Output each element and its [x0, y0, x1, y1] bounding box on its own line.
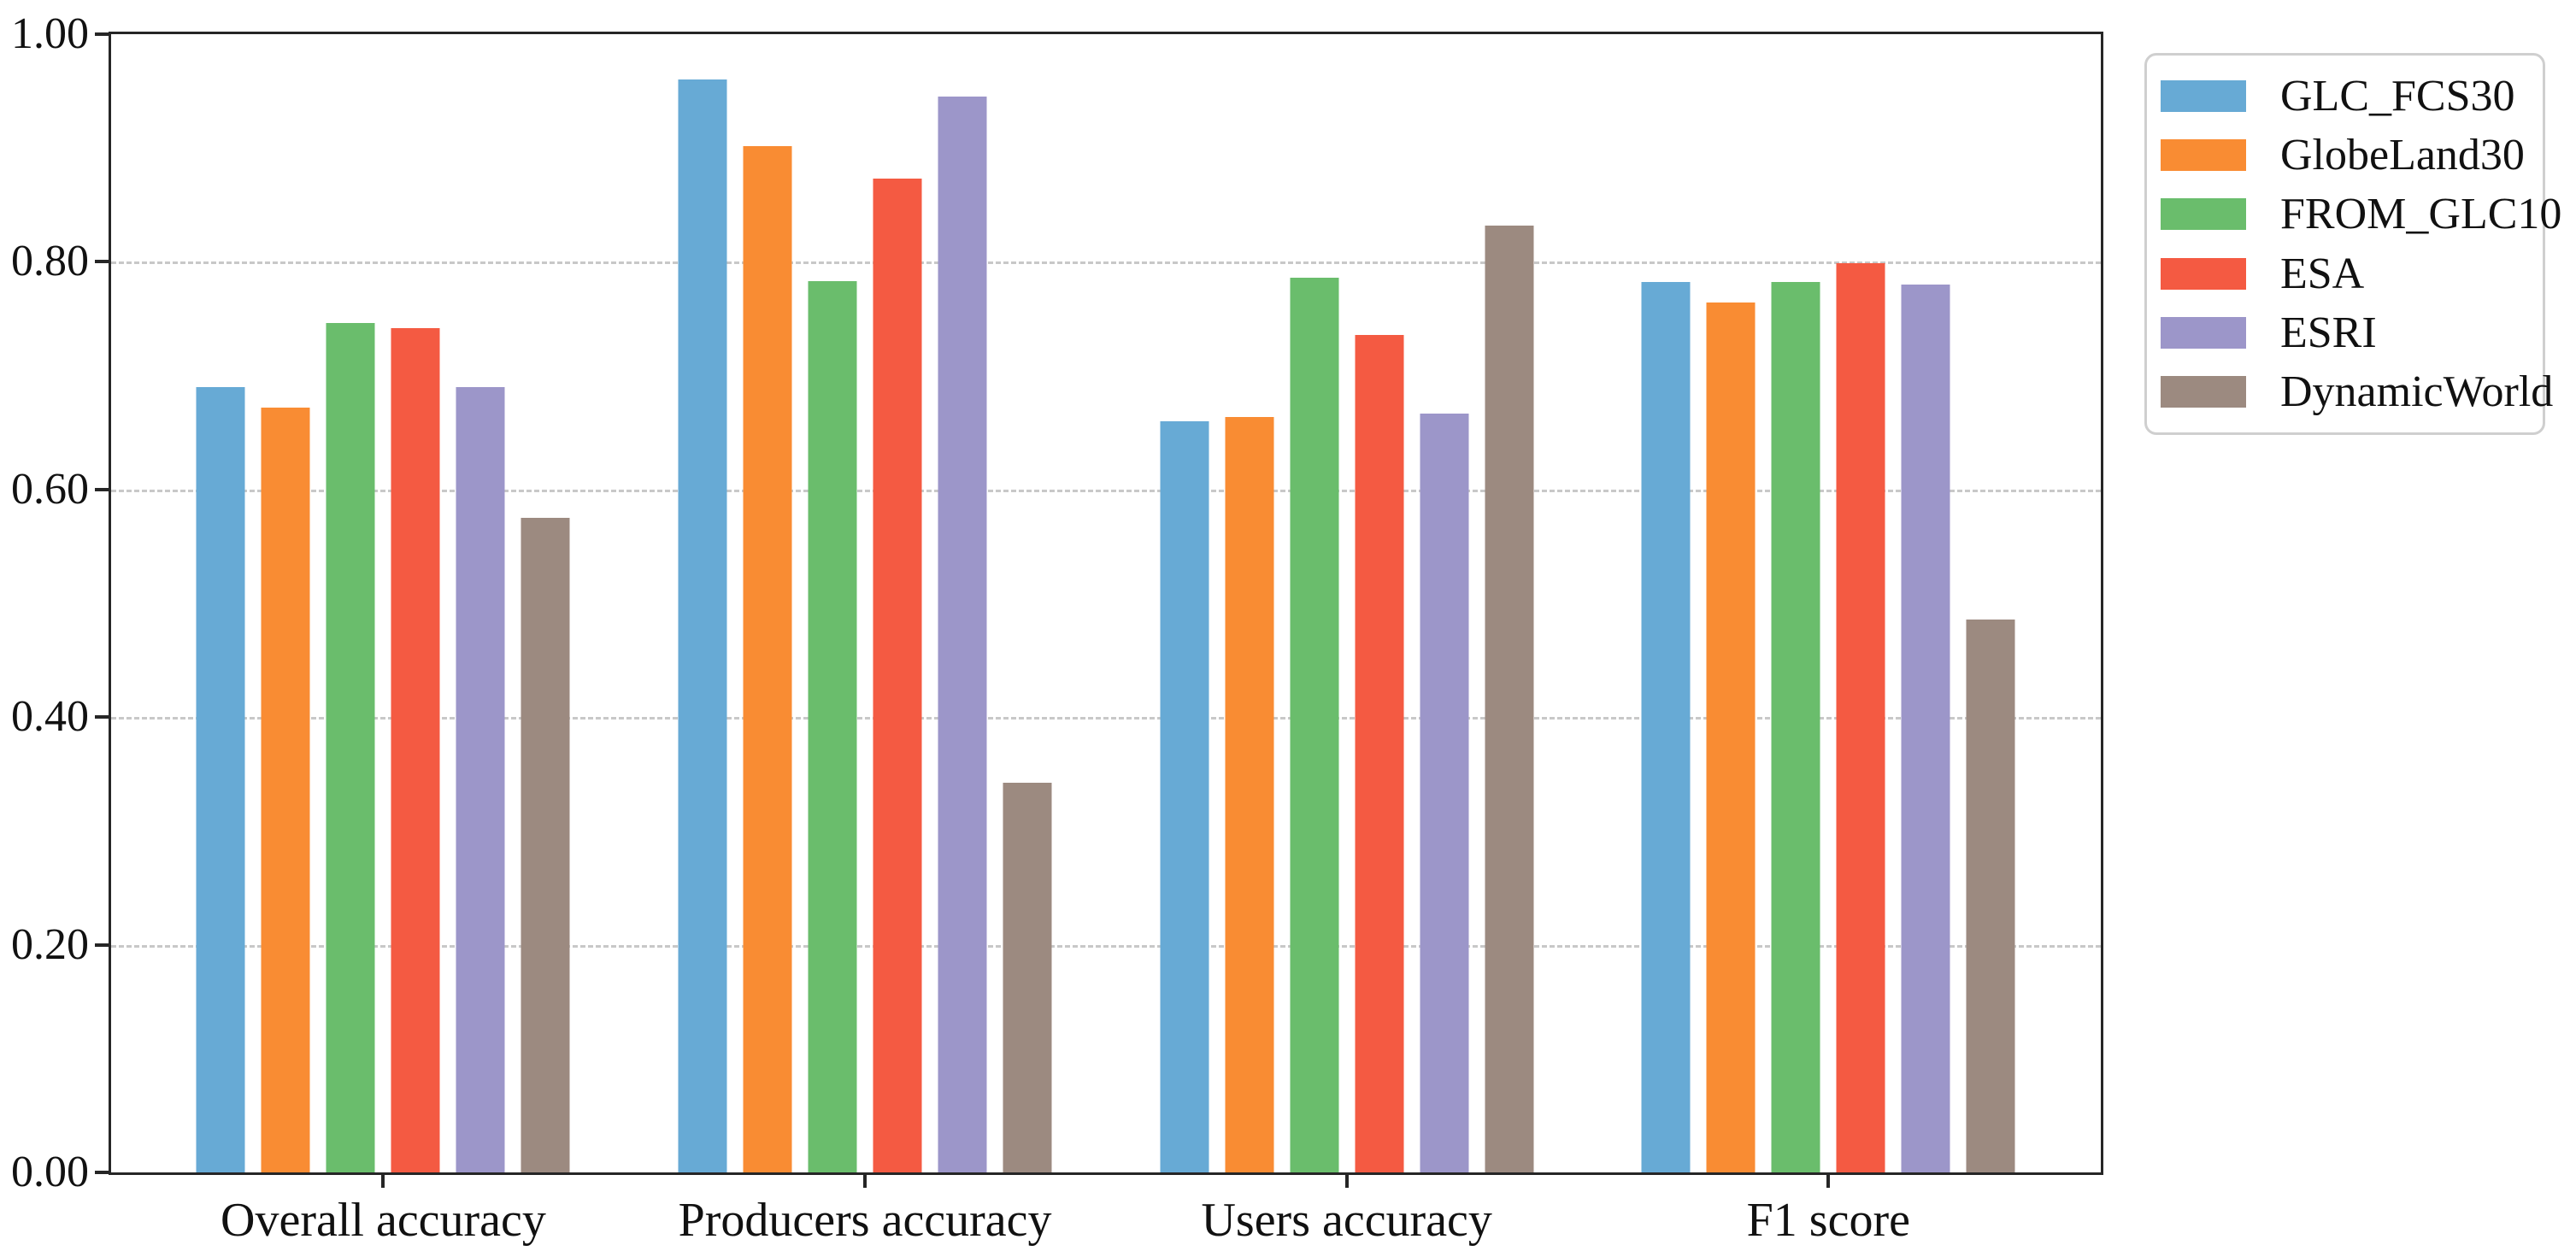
bar-FROM_GLC10-0 — [326, 323, 375, 1172]
x-tick-mark — [1826, 1175, 1831, 1188]
y-tick-label: 1.00 — [11, 9, 89, 58]
bar-ESRI-2 — [1420, 413, 1469, 1172]
legend-label: FROM_GLC10 — [2280, 190, 2562, 239]
y-tick-mark — [95, 1171, 109, 1174]
legend-swatch-GLC_FCS30 — [2161, 79, 2246, 112]
bar-GlobeLand30-0 — [261, 407, 310, 1172]
legend-swatch-ESA — [2161, 257, 2246, 290]
y-tick-mark — [95, 487, 109, 491]
bar-DynamicWorld-1 — [1003, 783, 1052, 1172]
bar-ESRI-3 — [1901, 285, 1950, 1172]
gridline-0.80 — [111, 261, 2101, 265]
y-tick-mark — [95, 32, 109, 36]
bar-ESRI-1 — [938, 97, 987, 1172]
x-tick-mark — [381, 1175, 385, 1188]
legend-swatch-FROM_GLC10 — [2161, 198, 2246, 231]
legend-label: ESRI — [2280, 308, 2377, 358]
legend-label: GlobeLand30 — [2280, 130, 2525, 179]
y-tick-mark — [95, 260, 109, 264]
bar-GlobeLand30-2 — [1225, 416, 1274, 1172]
y-tick-label: 0.40 — [11, 692, 89, 742]
bar-GlobeLand30-1 — [743, 145, 792, 1172]
x-category-label: Users accuracy — [1201, 1194, 1492, 1247]
legend-label: GLC_FCS30 — [2280, 71, 2515, 120]
bar-ESA-0 — [391, 327, 440, 1172]
bar-ESA-3 — [1836, 262, 1885, 1172]
x-category-label: F1 score — [1746, 1194, 1910, 1247]
bar-GLC_FCS30-0 — [196, 386, 245, 1172]
legend-swatch-ESRI — [2161, 317, 2246, 349]
legend-item-ESA: ESA — [2161, 244, 2534, 303]
bar-GlobeLand30-3 — [1706, 303, 1756, 1172]
bar-FROM_GLC10-1 — [808, 281, 857, 1172]
legend-label: ESA — [2280, 249, 2365, 298]
legend-item-ESRI: ESRI — [2161, 304, 2534, 362]
legend-item-FROM_GLC10: FROM_GLC10 — [2161, 185, 2561, 244]
bar-GLC_FCS30-2 — [1160, 420, 1209, 1172]
plot-area — [109, 32, 2103, 1175]
x-tick-mark — [863, 1175, 867, 1188]
legend-item-GLC_FCS30: GLC_FCS30 — [2161, 67, 2534, 125]
y-tick-label: 0.00 — [11, 1148, 89, 1196]
x-category-label: Producers accuracy — [678, 1194, 1052, 1247]
bar-GLC_FCS30-3 — [1641, 282, 1691, 1172]
bar-DynamicWorld-2 — [1485, 225, 1534, 1172]
legend: GLC_FCS30 GlobeLand30 FROM_GLC10 ESA ESRI Dyn… — [2144, 53, 2561, 435]
y-tick-mark — [95, 943, 109, 947]
bar-FROM_GLC10-3 — [1771, 282, 1820, 1172]
bar-FROM_GLC10-2 — [1290, 278, 1339, 1172]
y-tick-mark — [95, 715, 109, 720]
legend-swatch-DynamicWorld — [2161, 376, 2246, 408]
bar-ESRI-0 — [456, 386, 505, 1172]
bar-ESA-2 — [1355, 334, 1404, 1172]
gridline-0.60 — [111, 489, 2101, 492]
x-tick-mark — [1344, 1175, 1349, 1188]
legend-label: DynamicWorld — [2280, 367, 2554, 417]
y-tick-label: 0.20 — [11, 919, 89, 969]
bar-group-0 — [196, 34, 570, 1172]
bar-GLC_FCS30-1 — [678, 79, 727, 1172]
bar-group-2 — [1160, 34, 1534, 1172]
legend-item-DynamicWorld: DynamicWorld — [2161, 363, 2553, 421]
gridline-0.20 — [111, 944, 2101, 948]
gridline-0.40 — [111, 717, 2101, 720]
bar-group-1 — [678, 34, 1052, 1172]
bar-DynamicWorld-3 — [1966, 619, 2015, 1172]
legend-swatch-GlobeLand30 — [2161, 138, 2246, 171]
bar-group-3 — [1641, 34, 2015, 1172]
y-tick-label: 0.80 — [11, 237, 89, 286]
x-category-label: Overall accuracy — [221, 1194, 546, 1247]
bar-DynamicWorld-0 — [520, 518, 570, 1172]
y-tick-label: 0.60 — [11, 464, 89, 514]
bar-ESA-1 — [873, 179, 922, 1172]
legend-item-GlobeLand30: GlobeLand30 — [2161, 126, 2534, 184]
